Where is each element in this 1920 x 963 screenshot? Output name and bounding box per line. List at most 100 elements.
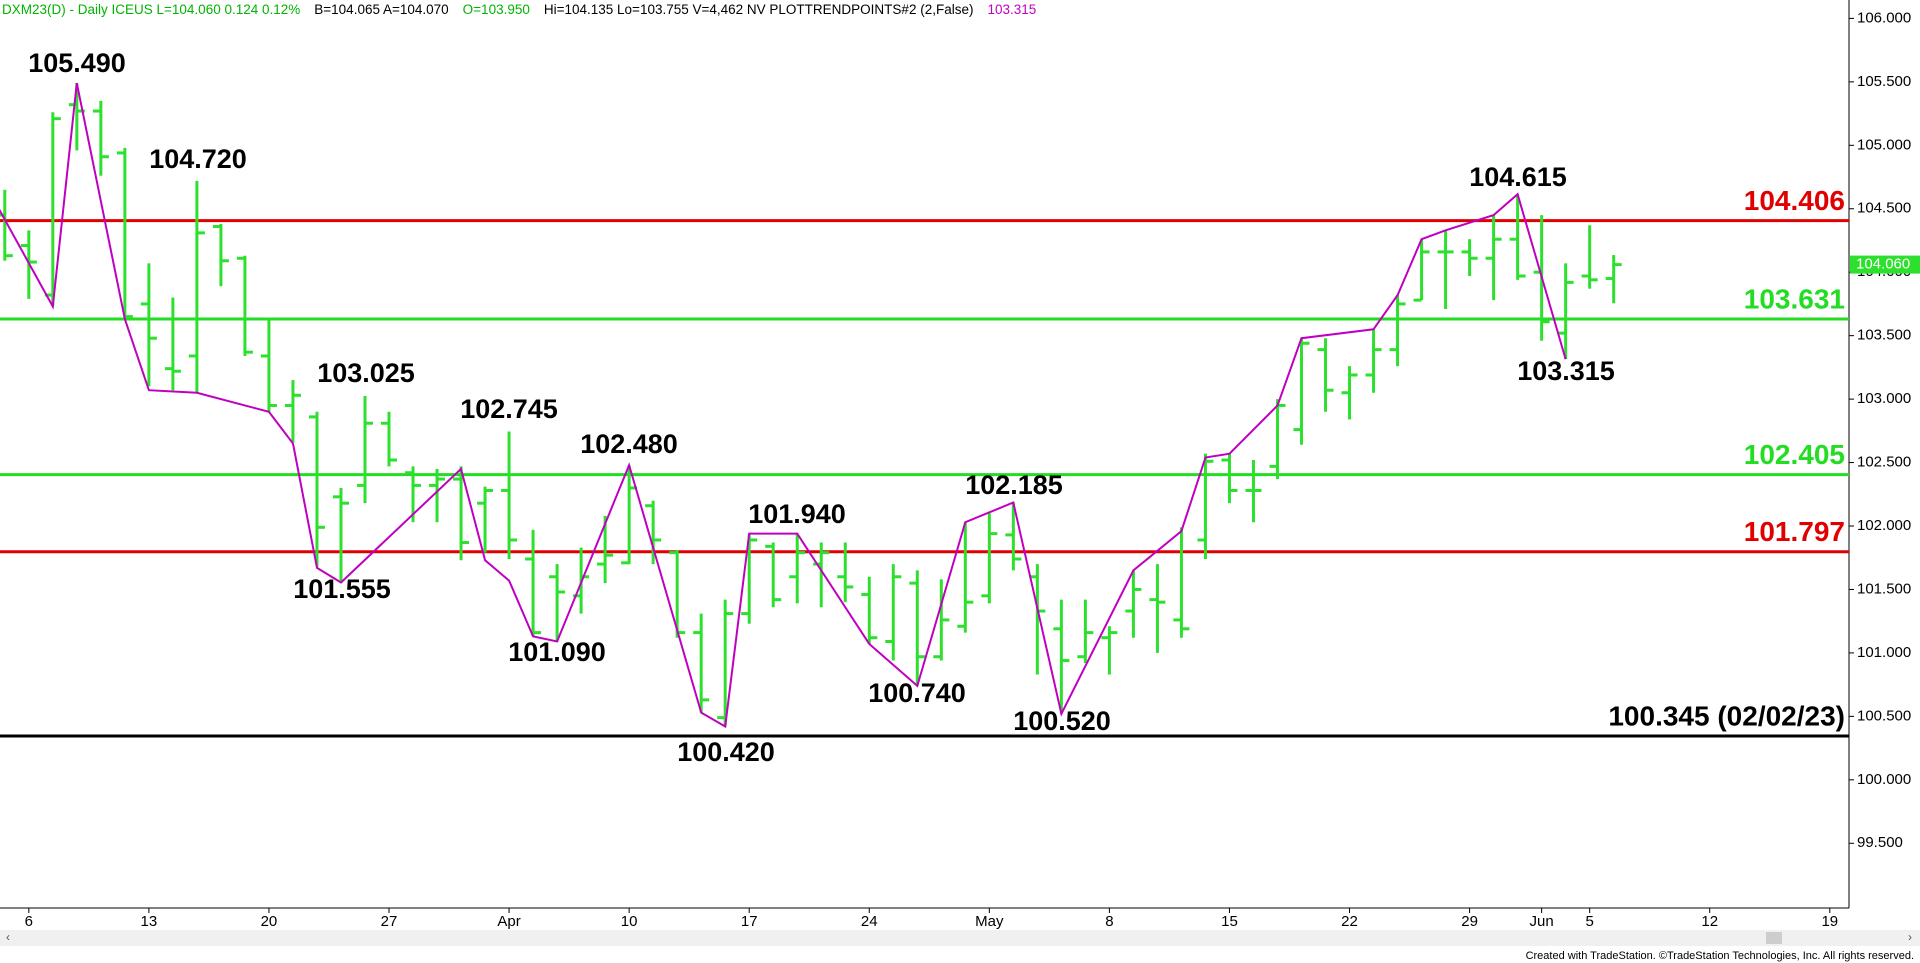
- swing-label: 100.740: [868, 678, 966, 708]
- swing-label: 105.490: [28, 48, 126, 78]
- level-label: 101.797: [1744, 516, 1845, 547]
- y-tick-label: 101.000: [1857, 644, 1911, 661]
- price-bar: [933, 579, 950, 661]
- x-tick-label: 29: [1461, 913, 1478, 930]
- price-bar: [549, 564, 566, 642]
- x-tick-label: 13: [141, 913, 158, 930]
- y-tick-label: 100.500: [1857, 707, 1911, 724]
- header-part: O=103.950: [463, 2, 530, 17]
- y-tick-label: 103.000: [1857, 390, 1911, 407]
- price-bar: [837, 542, 854, 603]
- x-tick-label: 19: [1821, 913, 1838, 930]
- y-tick-label: 101.500: [1857, 580, 1911, 597]
- header-part: Hi=104.135 Lo=103.755 V=4,462 NV PLOTTRE…: [544, 2, 974, 17]
- price-bar: [981, 513, 998, 604]
- swing-label: 100.520: [1013, 706, 1111, 736]
- price-bar: [356, 395, 373, 504]
- y-tick-label: 100.000: [1857, 771, 1911, 788]
- swing-label: 103.315: [1517, 356, 1615, 386]
- header: DXM23(D) - Daily ICEUS L=104.060 0.124 0…: [2, 2, 1036, 17]
- x-tick-label: 20: [261, 913, 278, 930]
- price-bar: [957, 522, 974, 633]
- scroll-left[interactable]: ‹: [6, 930, 10, 944]
- swing-label: 101.090: [508, 637, 606, 667]
- scroll-right[interactable]: ›: [1908, 930, 1912, 944]
- footer: Created with TradeStation. ©TradeStation…: [1526, 950, 1914, 962]
- price-bar: [525, 529, 542, 637]
- price-bar: [0, 189, 13, 261]
- price-bar: [1077, 599, 1094, 664]
- y-tick-label: 105.500: [1857, 73, 1911, 90]
- price-bar: [1605, 255, 1622, 304]
- scrollbar[interactable]: [0, 930, 1920, 946]
- x-tick-label: 6: [25, 913, 33, 930]
- trend-line: [0, 82, 1567, 729]
- price-bar: [116, 147, 133, 320]
- x-tick-label: 22: [1341, 913, 1358, 930]
- last-price-box: [1850, 255, 1920, 274]
- y-tick-label: 99.500: [1857, 834, 1903, 851]
- price-bar: [1413, 239, 1430, 302]
- price-bar: [909, 570, 926, 686]
- price-bar: [188, 180, 205, 393]
- level-label: 102.405: [1744, 439, 1845, 470]
- price-bar: [1101, 626, 1118, 675]
- last-price-label: 104.060: [1856, 256, 1910, 273]
- price-bar: [789, 533, 806, 604]
- price-bar: [1149, 564, 1166, 653]
- price-bar: [1341, 366, 1358, 420]
- x-tick-label: 27: [381, 913, 398, 930]
- y-tick-label: 102.000: [1857, 517, 1911, 534]
- price-bar: [284, 380, 301, 443]
- x-tick-label: May: [975, 913, 1004, 930]
- price-bar: [861, 576, 878, 645]
- price-bar: [741, 533, 758, 624]
- swing-label: 104.615: [1469, 162, 1567, 192]
- swing-label: 102.480: [580, 429, 678, 459]
- scroll-thumb[interactable]: [1766, 932, 1782, 944]
- price-bar: [236, 255, 253, 356]
- y-tick-label: 106.000: [1857, 9, 1911, 26]
- price-bar: [405, 466, 422, 523]
- price-bar: [260, 319, 277, 412]
- price-bar: [1389, 295, 1406, 367]
- price-bar: [597, 515, 614, 584]
- price-bar: [1485, 215, 1502, 301]
- price-bar: [1197, 453, 1214, 560]
- y-tick-label: 103.500: [1857, 327, 1911, 344]
- x-tick-label: 10: [621, 913, 638, 930]
- price-bar: [885, 564, 902, 661]
- price-bar: [1269, 399, 1286, 480]
- price-bar: [501, 431, 518, 560]
- x-tick-label: 12: [1701, 913, 1718, 930]
- y-tick-label: 104.500: [1857, 200, 1911, 217]
- price-bar: [1509, 194, 1526, 280]
- price-bar: [1005, 502, 1022, 571]
- price-bar: [140, 263, 157, 387]
- price-bar: [645, 500, 662, 565]
- x-tick-label: 5: [1585, 913, 1593, 930]
- price-bar: [212, 223, 229, 287]
- price-bar: [1125, 570, 1142, 638]
- swing-label: 102.745: [460, 394, 558, 424]
- price-bar: [381, 411, 398, 467]
- x-tick-label: Apr: [497, 913, 520, 930]
- price-bar: [717, 599, 734, 727]
- swing-label: 101.555: [293, 574, 391, 604]
- price-bar: [429, 468, 446, 523]
- price-bar: [332, 487, 349, 583]
- x-tick-label: 17: [741, 913, 758, 930]
- y-tick-label: 105.000: [1857, 136, 1911, 153]
- x-tick-label: Jun: [1530, 913, 1554, 930]
- price-bar: [1365, 329, 1382, 393]
- swing-label: 100.420: [677, 737, 775, 767]
- price-bar: [1437, 230, 1454, 310]
- level-label: 103.631: [1744, 283, 1845, 314]
- header-part: 103.315: [987, 2, 1036, 17]
- level-label: 100.345 (02/02/23): [1608, 700, 1845, 731]
- price-bar: [693, 613, 710, 713]
- x-tick-label: 8: [1105, 913, 1113, 930]
- price-bar: [164, 297, 181, 391]
